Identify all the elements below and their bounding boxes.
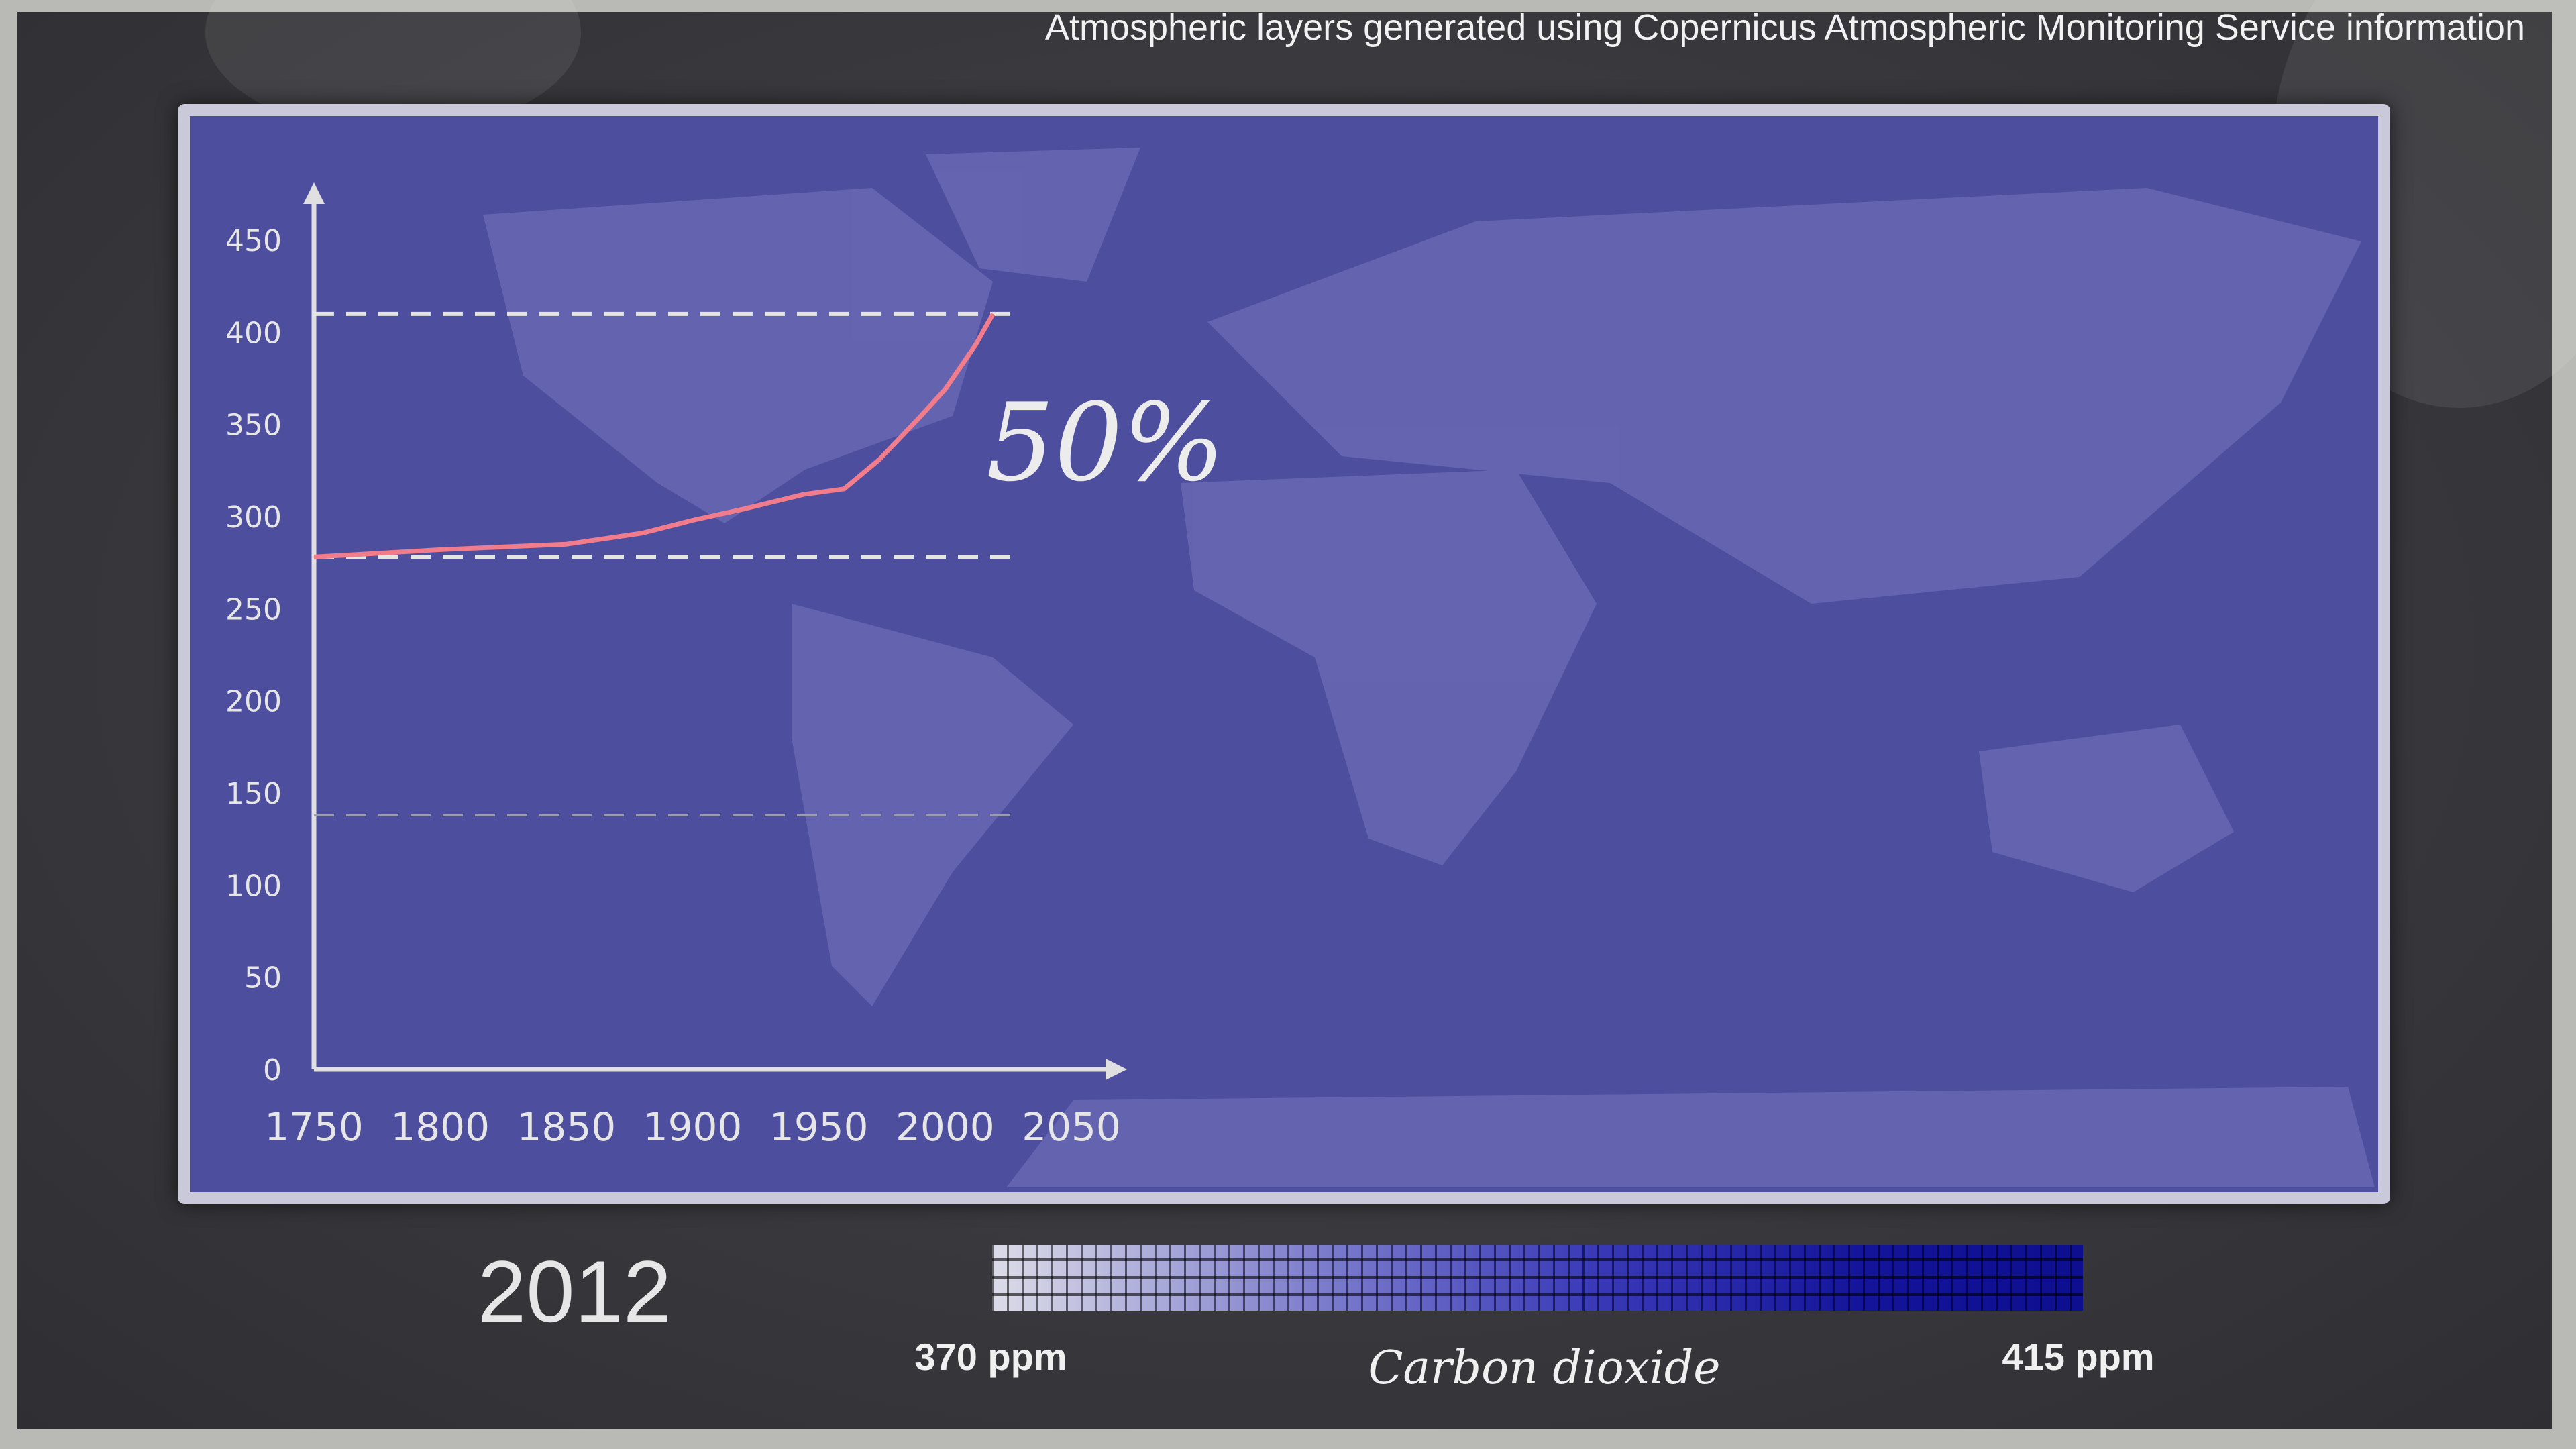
annotation-50-percent: 50% [986,380,1225,505]
x-tick-label: 1850 [517,1104,616,1150]
y-tick-label: 350 [225,409,282,443]
world-map-panel [178,104,2390,1204]
y-tick-label: 150 [225,777,282,811]
y-tick-label: 50 [244,961,282,996]
co2-series-line [313,313,996,559]
continents [483,148,2375,1187]
africa [1181,470,1597,865]
south-america [792,604,1073,1006]
x-axis-arrow [1106,1059,1127,1080]
x-tick-label: 2050 [1022,1104,1121,1150]
x-tick-label: 2000 [896,1104,995,1150]
greenland [926,148,1140,282]
year-label: 2012 [478,1242,672,1340]
y-tick-label: 0 [263,1053,282,1087]
colorbar-max-label: 415 ppm [2002,1336,2155,1378]
y-tick-label: 400 [225,316,282,350]
eurasia [1208,188,2361,604]
x-tick-label: 1950 [769,1104,869,1150]
colorbar-min-label: 370 ppm [914,1336,1067,1378]
y-axis-arrow [303,182,325,204]
x-tick-label: 1900 [643,1104,743,1150]
axes [303,182,1127,1080]
y-tick-label: 450 [225,224,282,258]
y-tick-label: 200 [225,685,282,719]
credit-text: Atmospheric layers generated using Coper… [1044,7,2525,48]
y-tick-label: 100 [225,869,282,903]
x-tick-label: 1800 [390,1104,490,1150]
colorbar-title: Carbon dioxide [1368,1342,1721,1395]
antarctica [1006,1087,2375,1187]
x-tick-label: 1750 [264,1104,364,1150]
colorbar [992,1245,2083,1311]
australia [1979,724,2234,892]
north-america [483,188,993,523]
y-tick-label: 250 [225,592,282,627]
y-tick-label: 300 [225,500,282,535]
